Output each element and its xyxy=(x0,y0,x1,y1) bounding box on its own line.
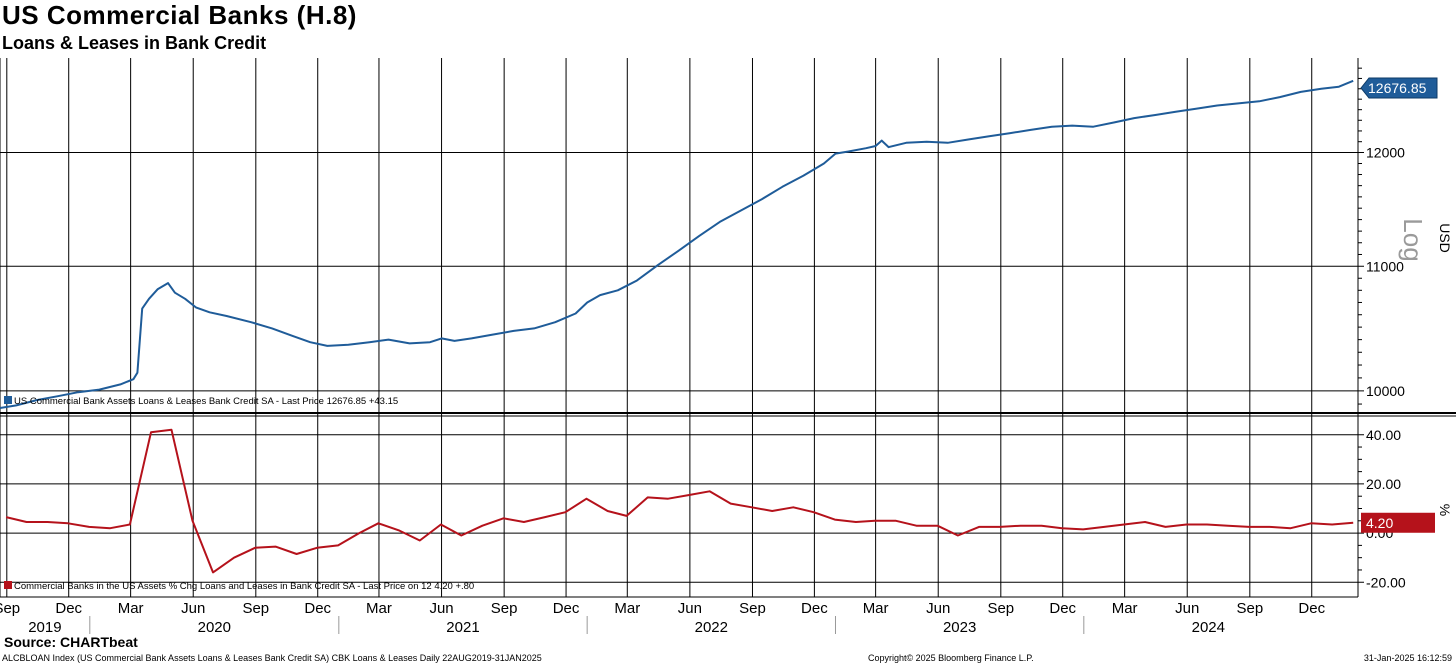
x-tick-label-month: Jun xyxy=(678,600,702,617)
x-tick-label-month: Mar xyxy=(614,600,640,617)
x-tick-label-month: Sep xyxy=(0,600,20,617)
top-y-tick-label: 11000 xyxy=(1366,258,1404,274)
bottom-last-value-label: 4.20 xyxy=(1366,515,1393,531)
x-tick-label-year: 2019 xyxy=(28,619,61,636)
x-tick-label-month: Dec xyxy=(801,600,828,617)
x-tick-label-month: Jun xyxy=(1175,600,1199,617)
top-y-tick-label: 10000 xyxy=(1366,383,1405,399)
bottom-legend-text: Commercial Banks in the US Assets % Chg … xyxy=(14,581,474,592)
x-tick-label-month: Sep xyxy=(242,600,269,617)
x-tick-label-month: Jun xyxy=(181,600,205,617)
x-tick-label-month: Dec xyxy=(553,600,580,617)
bottom-y-tick-label: 40.00 xyxy=(1366,427,1401,443)
bottom-last-value-tag xyxy=(1361,512,1435,533)
top-legend-swatch xyxy=(4,396,12,404)
top-last-value-tag xyxy=(1360,77,1438,99)
chart-subtitle: Loans & Leases in Bank Credit xyxy=(2,33,267,53)
bottom-y-tick-label: -20.00 xyxy=(1366,574,1406,590)
pct-change-series-line xyxy=(5,428,1354,574)
bottom-unit-label: % xyxy=(1437,504,1453,516)
x-tick-label-month: Dec xyxy=(1049,600,1076,617)
x-tick-label-month: Mar xyxy=(366,600,392,617)
copyright: Copyright© 2025 Bloomberg Finance L.P. xyxy=(868,653,1034,663)
top-unit-label: USD xyxy=(1437,223,1453,253)
timestamp: 31-Jan-2025 16:12:59 xyxy=(1363,653,1452,663)
loans-series-line xyxy=(0,79,1354,409)
source-label: Source: CHARTbeat xyxy=(4,634,138,650)
x-tick-label-month: Sep xyxy=(491,600,518,617)
x-tick-label-year: 2023 xyxy=(943,619,976,636)
top-y-tick-label: 12000 xyxy=(1366,145,1405,161)
x-tick-label-month: Mar xyxy=(1112,600,1138,617)
grid-layer xyxy=(0,58,1456,634)
top-legend-text: US Commercial Bank Assets Loans & Leases… xyxy=(14,396,398,407)
x-tick-label-year: 2022 xyxy=(695,619,728,636)
x-tick-label-month: Jun xyxy=(429,600,453,617)
x-tick-label-month: Mar xyxy=(863,600,889,617)
log-scale-label: Log xyxy=(1398,218,1428,261)
label-layer: Sep Dec Mar Jun Sep Dec Mar Jun Sep Dec Mar Jun Sep D… xyxy=(0,77,1453,636)
x-tick-label-month: Mar xyxy=(118,600,144,617)
x-tick-label-month: Sep xyxy=(1236,600,1263,617)
x-tick-label-month: Jun xyxy=(926,600,950,617)
x-tick-label-month: Dec xyxy=(55,600,82,617)
x-tick-label-year: 2020 xyxy=(198,619,231,636)
bottom-legend-swatch xyxy=(4,581,12,589)
top-last-value-label: 12676.85 xyxy=(1368,80,1427,96)
x-tick-label-month: Sep xyxy=(739,600,766,617)
x-tick-label-month: Dec xyxy=(304,600,331,617)
series-layer xyxy=(0,79,1354,574)
x-tick-label-month: Sep xyxy=(987,600,1014,617)
bottom-y-tick-label: 20.00 xyxy=(1366,476,1401,492)
index-info: ALCBLOAN Index (US Commercial Bank Asset… xyxy=(2,653,542,663)
x-tick-label-year: 2021 xyxy=(446,619,479,636)
chart-title: US Commercial Banks (H.8) xyxy=(2,0,357,30)
x-tick-label-year: 2024 xyxy=(1192,619,1225,636)
x-tick-label-month: Dec xyxy=(1298,600,1325,617)
